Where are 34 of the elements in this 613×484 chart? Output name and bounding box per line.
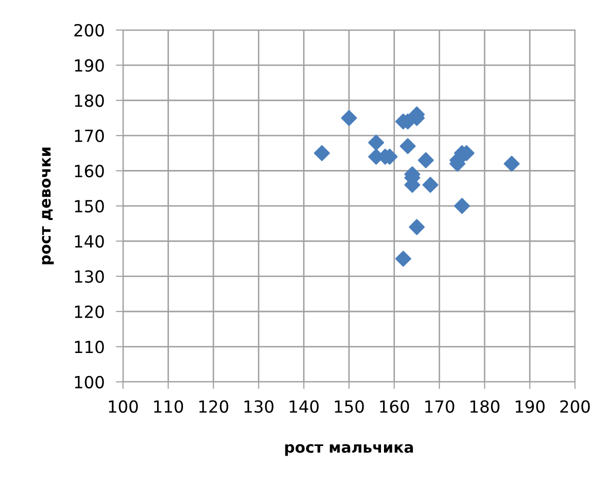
y-tick-label: 160 bbox=[74, 164, 104, 178]
y-tick-label: 140 bbox=[74, 235, 104, 248]
x-tick-label: 110 bbox=[154, 400, 184, 413]
point bbox=[418, 152, 434, 168]
y-tick-label: 130 bbox=[74, 270, 104, 283]
y-tick-label: 190 bbox=[74, 59, 104, 72]
x-tick-label: 190 bbox=[516, 400, 545, 413]
x-tick-label: 180 bbox=[470, 400, 500, 413]
point bbox=[422, 176, 438, 193]
point bbox=[368, 134, 384, 151]
x-tick-label: 100 bbox=[108, 400, 138, 413]
x-tick-label: 160 bbox=[380, 400, 410, 413]
x-axis-title: рост мальчика bbox=[285, 444, 413, 456]
point bbox=[504, 156, 520, 172]
y-tick-label: 170 bbox=[74, 130, 104, 142]
x-tick-label: 150 bbox=[334, 400, 364, 413]
y-tick-label: 180 bbox=[74, 94, 104, 107]
point bbox=[395, 250, 412, 267]
point bbox=[454, 198, 470, 214]
y-tick-label: 200 bbox=[74, 24, 104, 37]
point bbox=[400, 138, 416, 154]
x-tick-label: 140 bbox=[290, 400, 319, 413]
x-tick-label: 130 bbox=[244, 400, 274, 413]
y-tick-label: 120 bbox=[74, 305, 104, 318]
y-tick-label: 150 bbox=[74, 200, 104, 213]
x-tick-label: 120 bbox=[199, 400, 228, 413]
point bbox=[314, 145, 330, 162]
x-tick-label: 170 bbox=[425, 400, 454, 413]
y-tick-label: 110 bbox=[74, 340, 104, 354]
x-tick-label: 200 bbox=[560, 400, 590, 413]
y-tick-label: 100 bbox=[74, 376, 104, 388]
point bbox=[341, 110, 357, 126]
y-axis-title: рост девочки bbox=[42, 148, 54, 264]
point bbox=[408, 219, 425, 236]
